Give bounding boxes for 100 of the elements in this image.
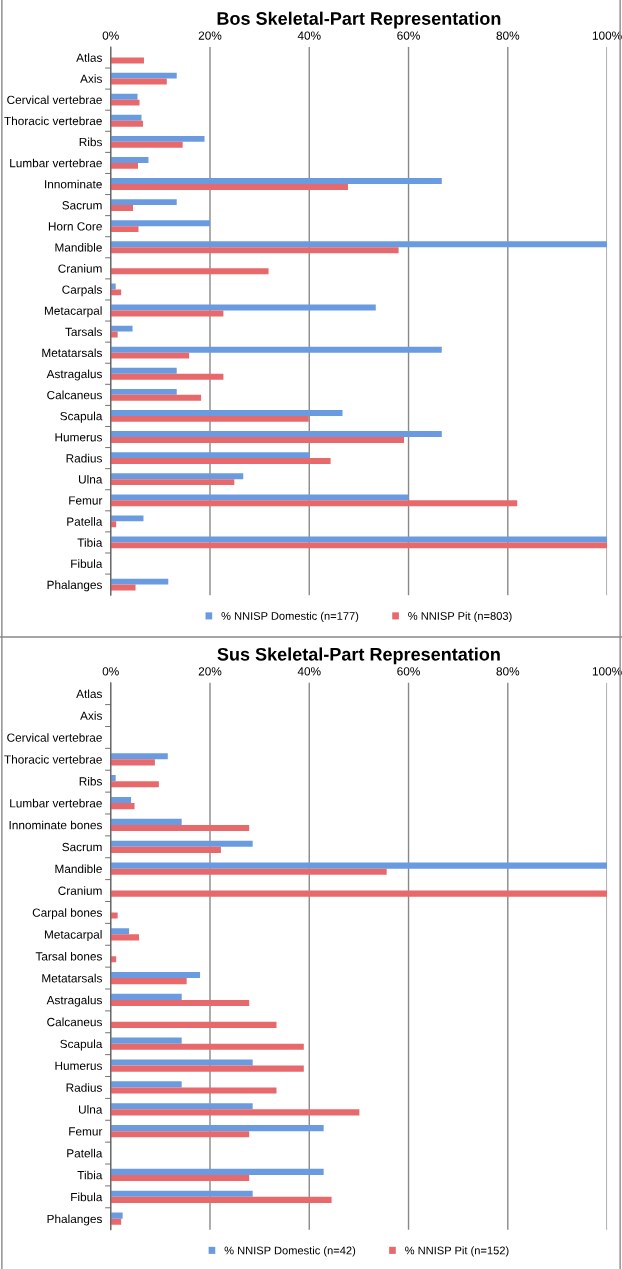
bar (110, 1081, 182, 1088)
bar (110, 72, 177, 79)
x-tick-label: 0% (102, 667, 119, 676)
bar (110, 331, 118, 338)
bar (110, 542, 608, 549)
bar (110, 956, 117, 963)
bar (110, 1043, 304, 1050)
y-tick-label: Carpals (62, 285, 102, 297)
bar (110, 1131, 250, 1138)
y-tick-label: Astragalus (46, 369, 102, 381)
bar (110, 1103, 253, 1110)
bar (110, 57, 144, 64)
y-tick-label: Patella (67, 517, 103, 526)
bar (110, 818, 182, 825)
y-tick-label: Atlas (76, 689, 102, 699)
bar (110, 1168, 324, 1175)
y-tick-label: Ribs (79, 137, 102, 147)
bar (110, 367, 177, 374)
y-tick-label: Horn Core (48, 222, 102, 231)
bar (110, 1065, 304, 1072)
y-tick-label: Cervical vertebrae (7, 95, 102, 105)
y-tick-label: Atlas (76, 53, 102, 62)
bar (110, 415, 309, 422)
bar (110, 912, 118, 919)
y-tick-label: Innominate (45, 179, 102, 189)
y-tick-label: Femur (69, 496, 103, 505)
bar (110, 99, 140, 106)
bar (110, 388, 177, 395)
bar (110, 999, 250, 1007)
bar (110, 500, 518, 507)
y-tick-label: Thoracic vertebrae (4, 116, 102, 126)
bar (110, 1021, 277, 1028)
y-tick-label: Metacarpal (44, 930, 102, 942)
bar (110, 247, 399, 254)
bar (110, 1196, 332, 1203)
y-tick-label: Patella (67, 1148, 103, 1158)
bar (110, 494, 409, 501)
x-tick-label: 40% (297, 31, 321, 40)
bar (110, 840, 253, 847)
y-tick-label: Axis (80, 711, 102, 720)
bar (110, 289, 122, 296)
y-tick-label: Calcaneus (47, 390, 102, 400)
bar (110, 584, 136, 591)
bar (110, 93, 138, 100)
y-tick-label: Ribs (79, 776, 102, 786)
y-tick-label: Metatarsals (42, 973, 102, 983)
bar (110, 410, 343, 416)
bar (110, 521, 117, 528)
y-tick-label: Phalanges (47, 1214, 102, 1226)
y-tick-label: Cranium (58, 886, 102, 895)
y-tick-label: Scapula (60, 1039, 103, 1051)
bar (110, 114, 142, 121)
y-tick-label: Lumbar vertebrae (10, 798, 102, 808)
y-tick-label: Mandible (55, 864, 102, 874)
y-tick-label: Ulna (79, 474, 103, 484)
y-tick-label: Fibula (71, 1192, 103, 1202)
chart-title: Sus Skeletal-Part Representation (217, 647, 500, 665)
y-tick-label: Mandible (55, 242, 102, 252)
bar (110, 479, 235, 486)
bar (110, 1174, 250, 1182)
bar (110, 928, 130, 935)
bar (110, 178, 442, 185)
x-tick-label: 100% (592, 31, 622, 40)
bar (110, 162, 139, 169)
bar (110, 431, 442, 438)
x-tick-label: 60% (397, 31, 420, 40)
y-tick-label: Tarsal bones (35, 951, 102, 961)
x-tick-label: 80% (496, 31, 520, 40)
bar (110, 437, 405, 443)
bar (110, 199, 177, 206)
bar (110, 971, 201, 979)
bar (110, 220, 210, 227)
bar (110, 781, 159, 788)
y-tick-label: Tibia (77, 538, 103, 547)
bar (110, 157, 149, 163)
chart-title: Bos Skeletal-Part Representation (217, 11, 501, 29)
bar (110, 1212, 123, 1219)
x-tick-label: 100% (592, 667, 622, 676)
bar (110, 515, 144, 522)
y-tick-label: Metacarpal (44, 306, 102, 318)
bar (110, 803, 135, 810)
bar (110, 458, 331, 465)
y-tick-label: Ulna (79, 1105, 103, 1114)
bar (110, 890, 608, 897)
y-tick-label: Tibia (77, 1170, 103, 1180)
y-tick-label: Calcaneus (47, 1017, 102, 1027)
bar (110, 1109, 360, 1116)
x-tick-label: 60% (397, 667, 420, 676)
bar (110, 978, 187, 985)
legend-label: % NNISP Domestic (n=177) (221, 611, 359, 623)
y-tick-label: Cervical vertebrae (7, 733, 102, 742)
bar (110, 120, 143, 127)
legend-label: % NNISP Pit (n=803) (408, 611, 512, 623)
bar (110, 241, 608, 248)
bar (110, 759, 155, 766)
bar (110, 993, 182, 1000)
bar (110, 135, 205, 142)
bar (110, 141, 183, 148)
y-tick-label: Tarsals (65, 327, 102, 336)
y-tick-label: Phalanges (47, 580, 102, 592)
